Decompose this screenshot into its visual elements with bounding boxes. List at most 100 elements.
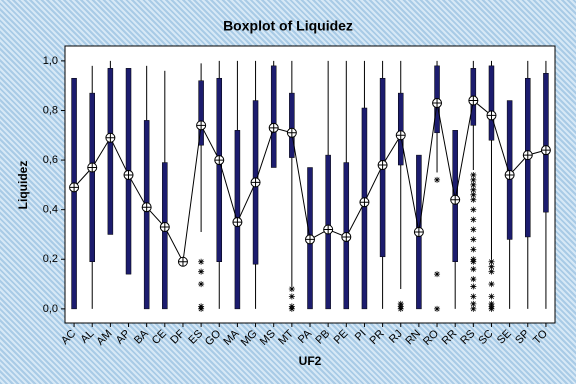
mean-cross xyxy=(178,257,188,267)
outlier-mark xyxy=(470,246,477,253)
x-tick-label: DF xyxy=(168,327,187,346)
mean-cross xyxy=(232,217,242,227)
outlier-mark xyxy=(470,283,477,290)
outlier-mark xyxy=(470,276,477,283)
outlier-mark xyxy=(288,286,295,293)
x-tick-label: MS xyxy=(258,328,278,348)
outlier xyxy=(470,276,477,283)
mean-cross xyxy=(251,177,261,187)
mean-marker xyxy=(540,145,551,156)
x-tick-label: ES xyxy=(186,328,205,347)
box xyxy=(397,92,404,166)
x-tick-label: PA xyxy=(296,327,315,346)
outlier xyxy=(198,258,205,265)
outlier-mark xyxy=(288,305,295,312)
outlier xyxy=(470,171,477,178)
mean-cross xyxy=(432,98,442,108)
y-tick-label: 0,0 xyxy=(43,303,58,315)
box xyxy=(289,92,295,158)
outlier xyxy=(470,293,477,300)
box xyxy=(71,77,77,310)
mean-cross xyxy=(468,96,478,106)
mean-marker xyxy=(395,130,406,141)
mean-marker xyxy=(177,256,188,267)
mean-marker xyxy=(522,150,533,161)
mean-marker xyxy=(105,132,116,143)
x-tick-label: TO xyxy=(531,327,550,346)
outlier xyxy=(488,268,495,275)
outlier xyxy=(434,305,441,312)
outlier xyxy=(397,305,404,312)
x-tick-label: SC xyxy=(476,328,495,347)
x-tick-label: RO xyxy=(421,327,441,347)
outlier-mark xyxy=(488,258,495,265)
outlier xyxy=(470,216,477,223)
outlier xyxy=(488,293,495,300)
mean-cross xyxy=(160,222,170,232)
mean-marker xyxy=(413,226,424,237)
box xyxy=(107,68,114,235)
mean-cross xyxy=(414,227,424,237)
outlier xyxy=(488,263,495,270)
x-tick-label: RR xyxy=(440,328,460,348)
chart-title: Boxplot of Liquidez xyxy=(223,18,353,34)
outlier-mark xyxy=(488,305,495,312)
outlier xyxy=(470,258,477,265)
outlier-mark xyxy=(470,266,477,273)
outlier xyxy=(488,281,495,288)
outlier xyxy=(470,236,477,243)
outlier-mark xyxy=(488,281,495,288)
outlier-mark xyxy=(288,293,295,300)
box xyxy=(361,107,368,310)
x-tick-label: AC xyxy=(59,328,78,347)
outlier xyxy=(470,206,477,213)
outlier-mark xyxy=(470,216,477,223)
outlier-mark xyxy=(488,268,495,275)
x-tick-label: PI xyxy=(353,328,369,344)
mean-cross xyxy=(523,150,533,160)
outlier xyxy=(288,305,295,312)
mean-marker xyxy=(468,95,479,106)
outlier-mark xyxy=(198,258,205,265)
mean-cross xyxy=(142,202,152,212)
outlier-mark xyxy=(470,226,477,233)
mean-marker xyxy=(432,98,443,109)
mean-marker xyxy=(305,234,315,245)
outlier-mark xyxy=(470,176,477,183)
mean-marker xyxy=(504,169,515,180)
x-tick-label: CE xyxy=(150,328,169,347)
x-tick-label: PB xyxy=(313,328,332,347)
outlier-mark xyxy=(470,293,477,300)
outlier xyxy=(434,176,441,183)
outlier-mark xyxy=(397,305,404,312)
mean-cross xyxy=(287,128,297,138)
mean-cross xyxy=(450,195,460,205)
outlier-mark xyxy=(470,191,477,198)
mean-cross xyxy=(269,123,279,133)
y-tick-label: 0,4 xyxy=(43,204,58,216)
outlier xyxy=(470,226,477,233)
mean-marker xyxy=(232,217,243,228)
outlier-mark xyxy=(434,271,441,278)
mean-marker xyxy=(323,224,334,235)
outlier xyxy=(470,176,477,183)
x-tick-label: AP xyxy=(114,328,133,347)
mean-marker xyxy=(123,169,134,180)
mean-marker xyxy=(486,110,497,121)
outlier xyxy=(488,305,495,312)
mean-cross xyxy=(396,130,406,140)
outlier xyxy=(470,191,477,198)
outlier xyxy=(470,246,477,253)
box xyxy=(216,77,223,262)
outlier-mark xyxy=(470,196,477,203)
box xyxy=(89,92,95,262)
mean-marker xyxy=(250,177,261,188)
outlier xyxy=(198,305,205,312)
mean-cross xyxy=(378,160,388,170)
outlier xyxy=(198,281,205,288)
x-tick-label: RN xyxy=(403,328,423,348)
outlier xyxy=(470,186,477,193)
mean-cross xyxy=(541,145,551,155)
outlier-mark xyxy=(470,305,477,312)
